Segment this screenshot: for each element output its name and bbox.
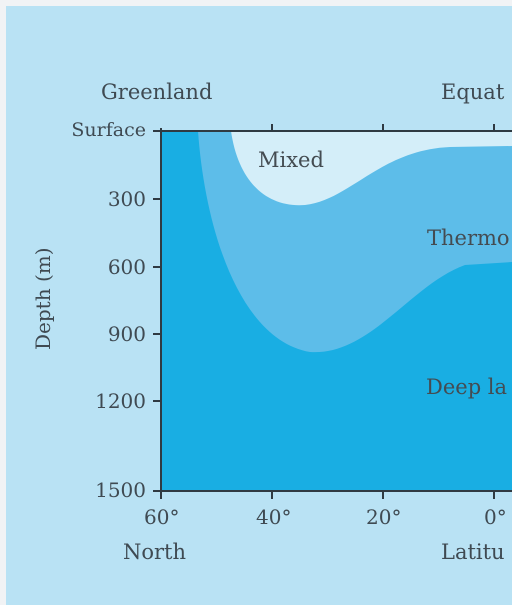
bottom-label-north: North — [123, 540, 187, 564]
y-tick-label: 600 — [107, 255, 146, 279]
y-tick-label: 1500 — [95, 478, 146, 502]
x-tick-label: 40° — [256, 505, 292, 529]
y-axis-title: Depth (m) — [31, 247, 55, 350]
x-tick-label: 0° — [484, 505, 507, 529]
top-label-equator: Equat — [441, 80, 505, 104]
x-tick-label: 60° — [144, 505, 180, 529]
deep-layer-label: Deep la — [426, 375, 508, 399]
mixed-layer-region — [231, 131, 512, 206]
y-tick-label: Surface — [71, 119, 146, 141]
x-tick-label: 20° — [366, 505, 402, 529]
bottom-label-latitude: Latitu — [441, 540, 505, 564]
mixed-layer-label: Mixed — [258, 148, 324, 172]
y-tick-label: 1200 — [95, 389, 146, 413]
thermocline-label: Thermo — [427, 226, 510, 250]
y-tick-label: 900 — [107, 322, 146, 346]
top-label-greenland: Greenland — [101, 80, 213, 104]
y-tick-label: 300 — [107, 187, 146, 211]
